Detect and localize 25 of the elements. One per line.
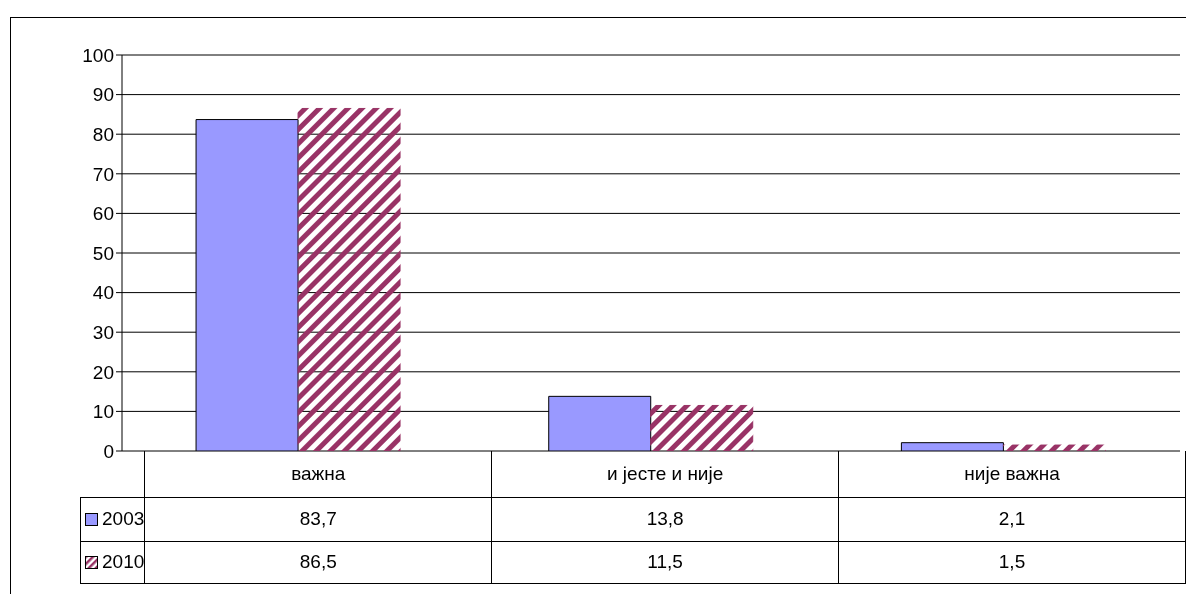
bar — [297, 107, 401, 451]
y-tick-label: 80 — [92, 123, 114, 145]
y-tick-label: 90 — [92, 84, 114, 106]
data-label: 86,5 — [144, 541, 492, 583]
x-tick-label: важна — [144, 451, 492, 497]
y-tick-label: 50 — [92, 242, 114, 264]
legend-label: 2003 — [80, 497, 145, 541]
x-tick-label: и јесте и није — [491, 451, 839, 497]
data-label: 1,5 — [838, 541, 1186, 583]
data-label: 11,5 — [491, 541, 839, 583]
x-tick-label: није важна — [838, 451, 1186, 497]
y-tick-label: 60 — [92, 203, 114, 225]
y-tick-label: 10 — [92, 401, 114, 423]
y-tick-label: 0 — [103, 440, 114, 462]
legend-label: 2010 — [80, 541, 145, 583]
y-tick-label: 20 — [92, 361, 114, 383]
bar — [1002, 444, 1106, 451]
data-label: 13,8 — [491, 497, 839, 541]
data-label: 2,1 — [838, 497, 1186, 541]
y-tick-label: 30 — [92, 321, 114, 343]
bar — [650, 404, 754, 451]
data-label: 83,7 — [144, 497, 492, 541]
y-tick-label: 100 — [82, 44, 114, 66]
y-tick-label: 70 — [92, 163, 114, 185]
y-tick-label: 40 — [92, 282, 114, 304]
